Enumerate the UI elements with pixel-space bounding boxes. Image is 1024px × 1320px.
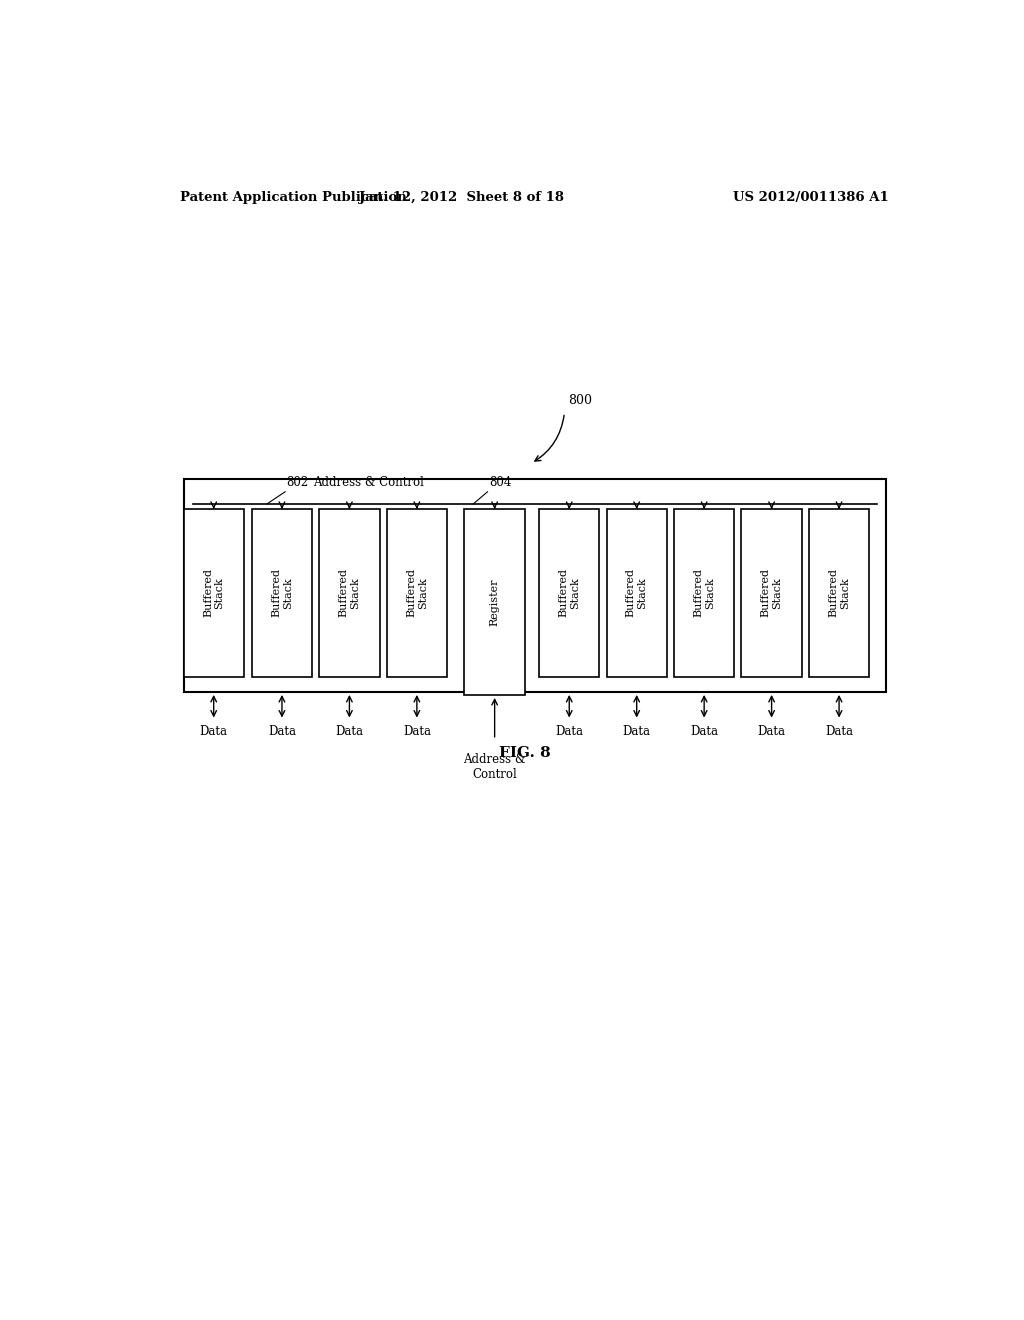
Text: Data: Data <box>402 725 431 738</box>
Bar <box>183 510 244 677</box>
Bar <box>465 510 525 696</box>
Text: Address &
Control: Address & Control <box>464 752 526 781</box>
Text: 802: 802 <box>287 475 309 488</box>
Text: Data: Data <box>555 725 584 738</box>
Bar <box>319 510 380 677</box>
Bar <box>183 479 886 692</box>
Text: Data: Data <box>623 725 650 738</box>
Bar <box>741 510 802 677</box>
Bar <box>539 510 599 677</box>
Text: Data: Data <box>268 725 296 738</box>
Text: Data: Data <box>336 725 364 738</box>
Text: Patent Application Publication: Patent Application Publication <box>179 190 407 203</box>
Text: Buffered
Stack: Buffered Stack <box>271 569 293 618</box>
Text: Register: Register <box>489 578 500 626</box>
Text: Buffered
Stack: Buffered Stack <box>203 569 224 618</box>
Text: Address & Control: Address & Control <box>313 475 424 488</box>
Bar <box>387 510 447 677</box>
Bar <box>252 510 312 677</box>
Bar <box>809 510 869 677</box>
Text: US 2012/0011386 A1: US 2012/0011386 A1 <box>732 190 889 203</box>
Text: Data: Data <box>758 725 785 738</box>
Text: Buffered
Stack: Buffered Stack <box>407 569 428 618</box>
Text: 800: 800 <box>568 395 593 408</box>
Text: Buffered
Stack: Buffered Stack <box>626 569 647 618</box>
Text: Buffered
Stack: Buffered Stack <box>828 569 850 618</box>
Text: Data: Data <box>200 725 227 738</box>
Text: FIG. 8: FIG. 8 <box>499 746 551 760</box>
Text: Buffered
Stack: Buffered Stack <box>339 569 360 618</box>
Bar <box>606 510 667 677</box>
Text: Buffered
Stack: Buffered Stack <box>693 569 715 618</box>
Text: Buffered
Stack: Buffered Stack <box>558 569 580 618</box>
Text: 804: 804 <box>489 475 511 488</box>
Bar <box>674 510 734 677</box>
Text: Jan. 12, 2012  Sheet 8 of 18: Jan. 12, 2012 Sheet 8 of 18 <box>358 190 564 203</box>
Text: Data: Data <box>690 725 718 738</box>
Text: Data: Data <box>825 725 853 738</box>
Text: Buffered
Stack: Buffered Stack <box>761 569 782 618</box>
